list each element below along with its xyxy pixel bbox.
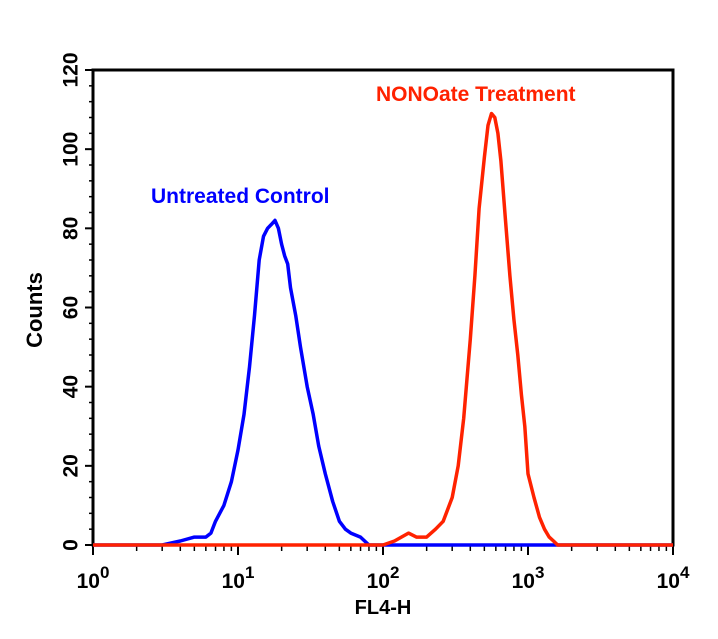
y-tick-label: 120	[60, 52, 83, 87]
x-axis-tick-labels: 100 101 102 103 104	[77, 563, 690, 593]
series-layer	[93, 111, 673, 547]
x-tick-label: 102	[367, 563, 400, 593]
y-axis-title: Counts	[22, 272, 47, 348]
y-axis-minor-ticks	[89, 85, 93, 530]
plot-frame	[91, 68, 675, 547]
y-tick-label: 80	[60, 217, 83, 240]
y-tick-label: 40	[60, 375, 83, 398]
y-tick-label: 60	[60, 296, 83, 319]
y-tick-label: 100	[60, 132, 83, 167]
x-tick-label: 100	[77, 563, 110, 593]
y-tick-label: 0	[60, 539, 83, 551]
annotation-nonoate-treatment: NONOate Treatment	[376, 83, 576, 106]
y-tick-label: 20	[60, 454, 83, 477]
series-line-untreated-control	[93, 218, 673, 547]
x-tick-label: 103	[512, 563, 545, 593]
x-axis-title: FL4-H	[355, 597, 412, 619]
x-tick-label: 104	[657, 563, 690, 593]
x-tick-label: 101	[222, 563, 255, 593]
y-axis-major-ticks	[85, 69, 93, 546]
annotation-untreated-control: Untreated Control	[151, 185, 330, 208]
y-axis-tick-labels: 0 20 40 60 80 100 120	[60, 52, 83, 550]
x-axis-minor-ticks	[135, 545, 668, 551]
series-line-nonoate-treatment	[93, 111, 673, 547]
